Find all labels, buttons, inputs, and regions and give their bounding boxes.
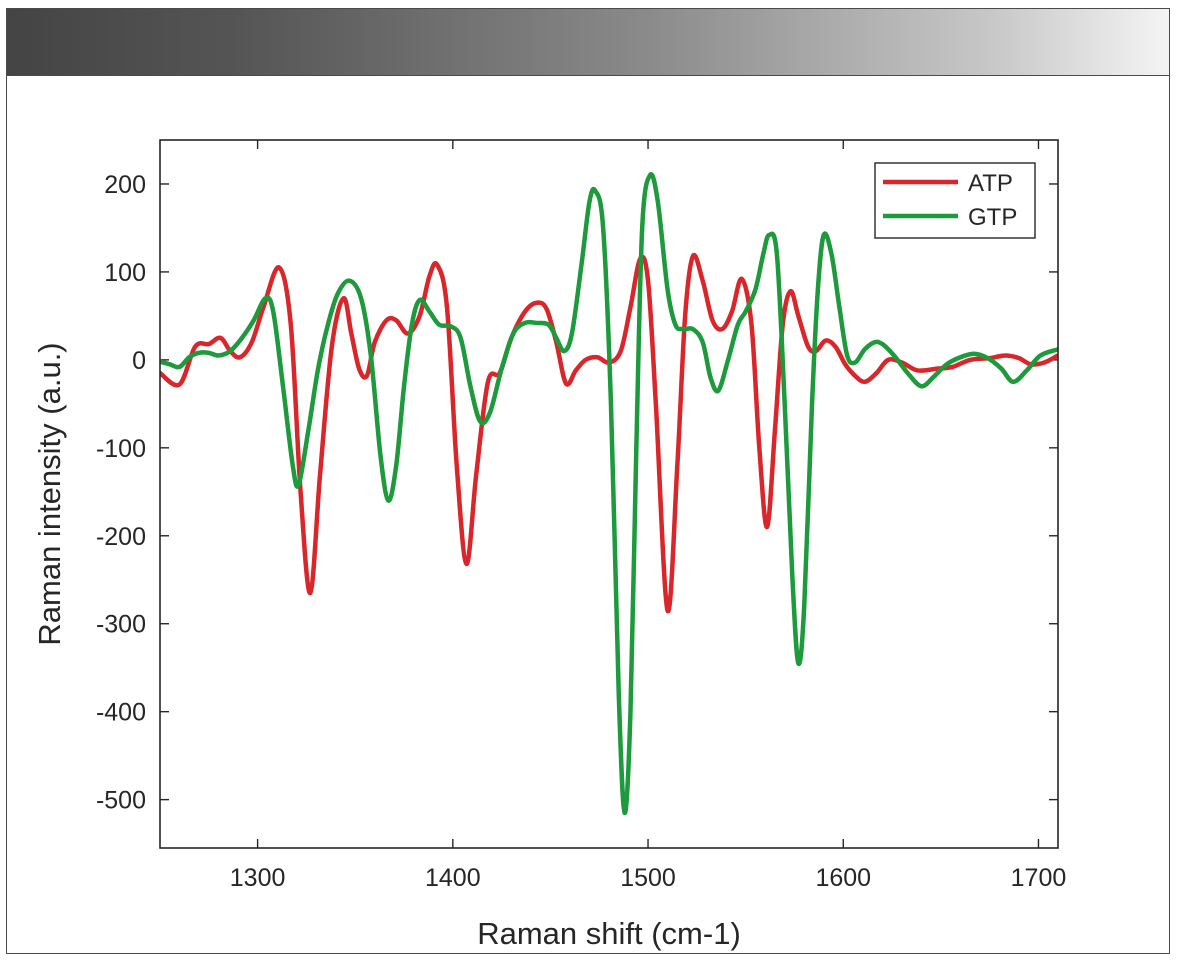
y-tick-label: 100 — [104, 259, 146, 287]
y-tick-label: 0 — [132, 347, 146, 375]
series-line-gtp — [160, 172, 1058, 816]
plot-area — [160, 140, 1058, 848]
y-tick-label: -200 — [96, 523, 146, 551]
legend: ATP GTP — [874, 162, 1036, 239]
series-layer — [160, 172, 1058, 816]
x-tick-label: 1400 — [425, 864, 481, 892]
y-tick-label: -100 — [96, 435, 146, 463]
x-tick-label: 1600 — [815, 864, 871, 892]
legend-label-atp: ATP — [968, 170, 1013, 197]
legend-box — [874, 162, 1036, 239]
y-tick-label: -400 — [96, 699, 146, 727]
legend-label-gtp: GTP — [968, 204, 1017, 231]
x-tick-label: 1700 — [1011, 864, 1067, 892]
header-banner — [7, 9, 1169, 76]
x-tick-label: 1500 — [620, 864, 676, 892]
plot-box — [159, 139, 1059, 849]
x-axis-label: Raman shift (cm-1) — [477, 916, 741, 951]
axis-ticks — [160, 140, 1058, 848]
x-tick-labels: 1300 1400 1500 1600 1700 — [230, 864, 1066, 892]
y-tick-label: -300 — [96, 611, 146, 639]
y-tick-label: 200 — [104, 171, 146, 199]
y-tick-label: -500 — [96, 787, 146, 815]
y-axis-label: Raman intensity (a.u.) — [32, 342, 67, 645]
y-tick-labels: 200 100 0 -100 -200 -300 -400 -500 — [96, 171, 146, 815]
x-tick-label: 1300 — [230, 864, 286, 892]
